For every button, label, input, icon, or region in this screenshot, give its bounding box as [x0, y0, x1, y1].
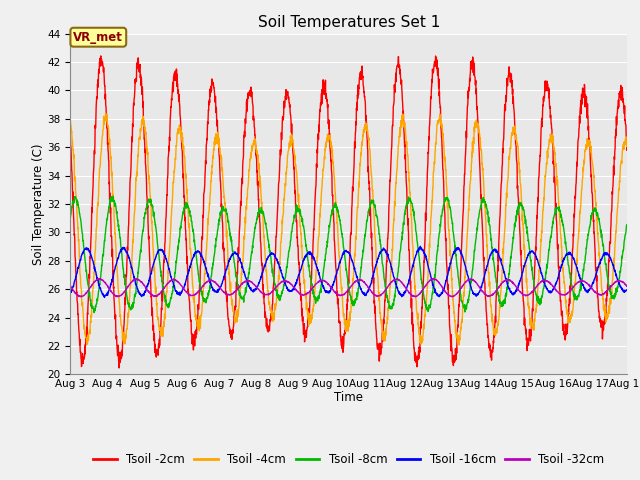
Line: Tsoil -2cm: Tsoil -2cm	[70, 56, 627, 368]
Tsoil -16cm	[590, 277, 598, 283]
Tsoil -2cm	[222, 289, 230, 295]
Tsoil -16cm	[417, 243, 424, 249]
X-axis label: Time: Time	[334, 391, 364, 404]
Tsoil -4cm	[623, 140, 631, 145]
Tsoil -2cm	[67, 135, 74, 141]
Tsoil -8cm	[623, 221, 631, 227]
Line: Tsoil -16cm: Tsoil -16cm	[70, 246, 627, 298]
Tsoil -32cm	[429, 276, 436, 282]
Text: VR_met: VR_met	[74, 31, 124, 44]
Tsoil -2cm	[623, 144, 631, 150]
Tsoil -32cm	[67, 283, 74, 288]
Tsoil -16cm	[575, 271, 582, 276]
Tsoil -32cm	[222, 291, 230, 297]
Tsoil -4cm	[222, 217, 230, 223]
Tsoil -2cm	[365, 187, 373, 193]
Tsoil -8cm	[378, 250, 385, 256]
Tsoil -8cm	[575, 292, 582, 298]
Tsoil -8cm	[590, 206, 598, 212]
Tsoil -16cm	[67, 290, 74, 296]
Tsoil -4cm	[378, 318, 385, 324]
Legend: Tsoil -2cm, Tsoil -4cm, Tsoil -8cm, Tsoil -16cm, Tsoil -32cm: Tsoil -2cm, Tsoil -4cm, Tsoil -8cm, Tsoi…	[88, 448, 609, 471]
Tsoil -16cm	[100, 295, 108, 300]
Tsoil -16cm	[623, 288, 631, 293]
Tsoil -8cm	[109, 193, 116, 199]
Tsoil -2cm	[575, 135, 582, 141]
Tsoil -4cm	[575, 235, 582, 240]
Tsoil -32cm	[590, 288, 598, 294]
Line: Tsoil -4cm: Tsoil -4cm	[70, 113, 627, 345]
Title: Soil Temperatures Set 1: Soil Temperatures Set 1	[258, 15, 440, 30]
Tsoil -8cm	[511, 224, 519, 230]
Tsoil -4cm	[511, 128, 519, 133]
Tsoil -2cm	[97, 53, 105, 59]
Tsoil -16cm	[222, 266, 230, 272]
Line: Tsoil -8cm: Tsoil -8cm	[70, 196, 627, 312]
Tsoil -32cm	[511, 282, 519, 288]
Y-axis label: Soil Temperature (C): Soil Temperature (C)	[31, 143, 45, 265]
Tsoil -8cm	[90, 310, 98, 315]
Tsoil -4cm	[590, 173, 598, 179]
Tsoil -8cm	[365, 206, 373, 212]
Tsoil -16cm	[511, 290, 519, 296]
Tsoil -4cm	[102, 110, 109, 116]
Tsoil -16cm	[365, 285, 373, 290]
Tsoil -2cm	[378, 344, 385, 350]
Tsoil -16cm	[378, 248, 385, 254]
Tsoil -32cm	[365, 285, 372, 291]
Tsoil -4cm	[455, 342, 463, 348]
Tsoil -2cm	[590, 230, 598, 236]
Tsoil -32cm	[575, 279, 582, 285]
Tsoil -32cm	[623, 284, 631, 289]
Tsoil -4cm	[365, 142, 373, 147]
Line: Tsoil -32cm: Tsoil -32cm	[70, 279, 627, 297]
Tsoil -2cm	[115, 365, 123, 371]
Tsoil -4cm	[67, 118, 74, 123]
Tsoil -32cm	[377, 292, 385, 298]
Tsoil -32cm	[412, 294, 420, 300]
Tsoil -8cm	[222, 207, 230, 213]
Tsoil -8cm	[67, 215, 74, 221]
Tsoil -2cm	[511, 131, 519, 137]
